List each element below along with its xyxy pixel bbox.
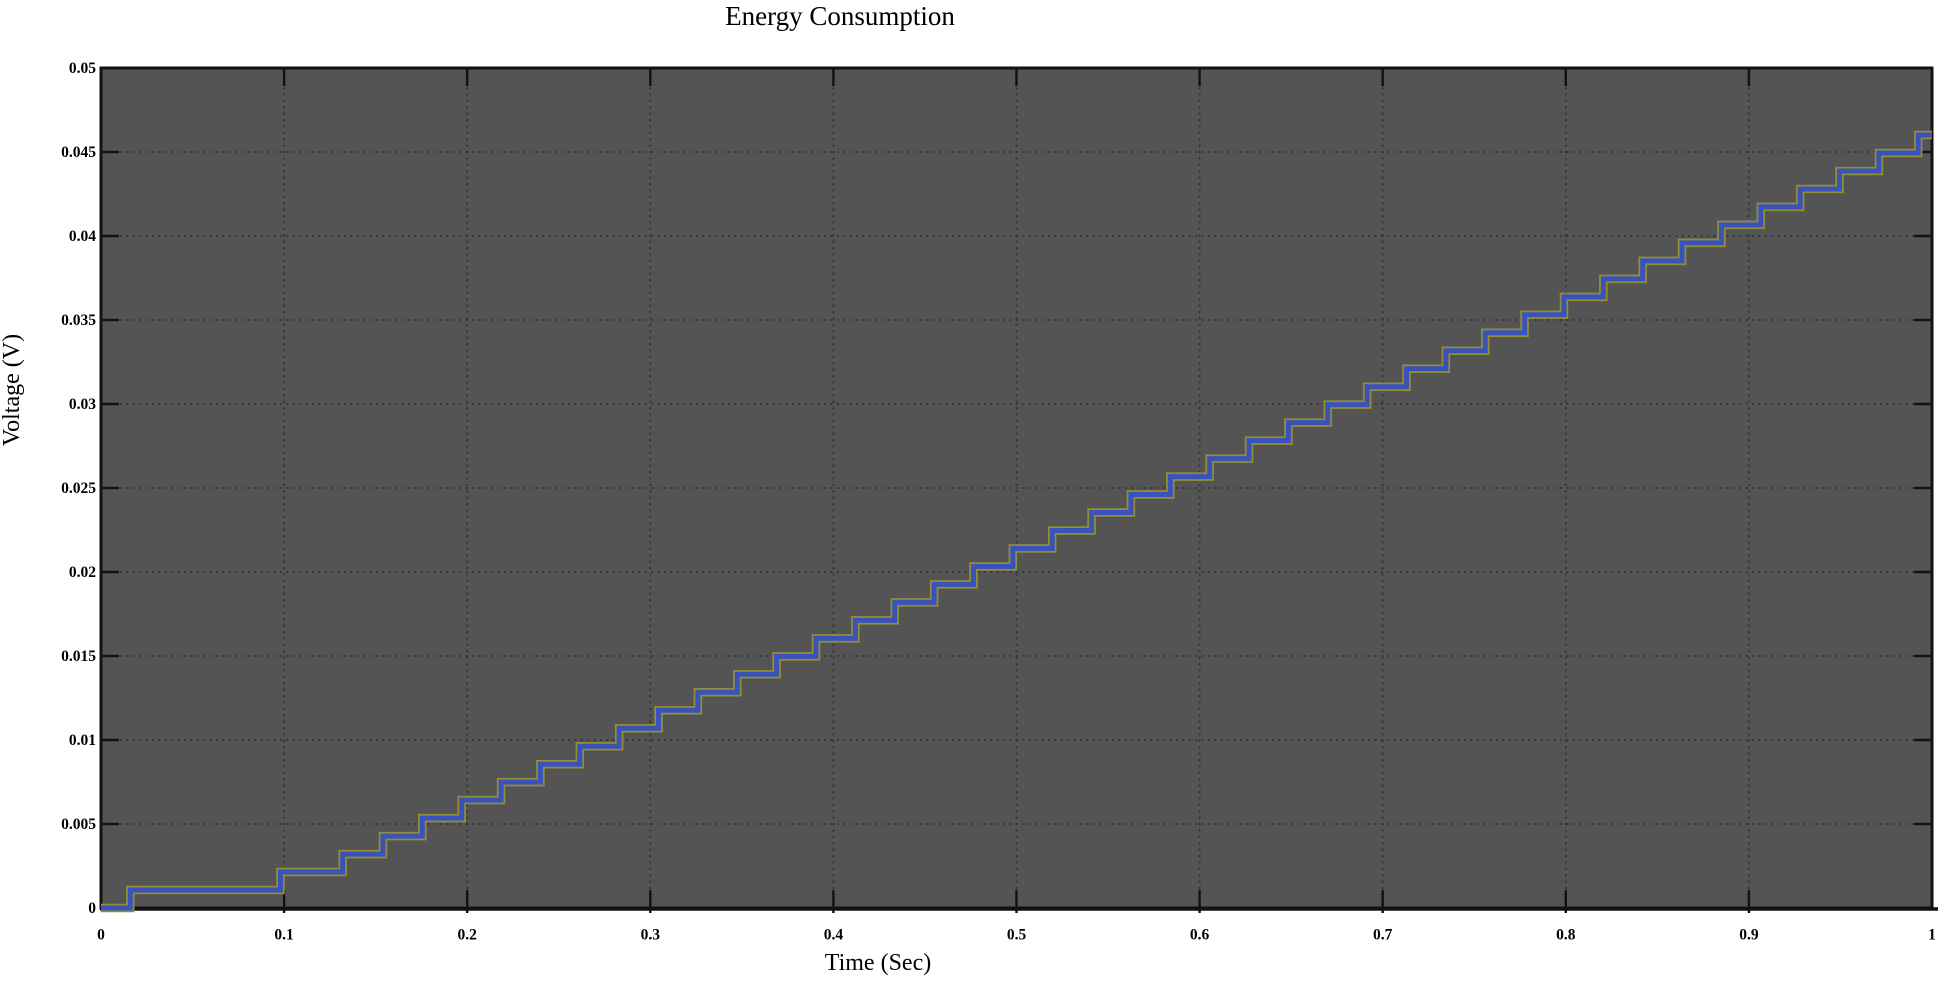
y-tick-label: 0.015 (61, 648, 96, 665)
x-tick-label: 0 (97, 926, 105, 943)
y-tick-label: 0.005 (61, 816, 96, 833)
y-tick-label: 0.025 (61, 480, 96, 497)
x-tick-label: 0.9 (1739, 926, 1759, 943)
y-tick-label: 0 (88, 900, 96, 917)
x-tick-label: 0.4 (824, 926, 844, 943)
series-line (101, 132, 1932, 911)
x-tick-label: 0.7 (1373, 926, 1393, 943)
x-tick-label: 0.8 (1556, 926, 1576, 943)
y-tick-label: 0.02 (69, 564, 96, 581)
x-tick-label: 1 (1928, 926, 1936, 943)
y-tick-label: 0.04 (69, 228, 96, 245)
chart-title: Energy Consumption (725, 1, 955, 31)
x-tick-label: 0.2 (458, 926, 478, 943)
y-tick-label: 0.035 (61, 312, 96, 329)
y-tick-label: 0.01 (69, 732, 96, 749)
x-axis-label: Time (Sec) (824, 950, 932, 976)
x-tick-label: 0.3 (641, 926, 661, 943)
y-tick-label: 0.045 (61, 144, 96, 161)
y-tick-label: 0.05 (69, 60, 96, 77)
x-tick-label: 0.6 (1190, 926, 1210, 943)
y-tick-label: 0.03 (69, 396, 96, 413)
x-tick-label: 0.1 (274, 926, 293, 943)
x-tick-label: 0.5 (1007, 926, 1027, 943)
